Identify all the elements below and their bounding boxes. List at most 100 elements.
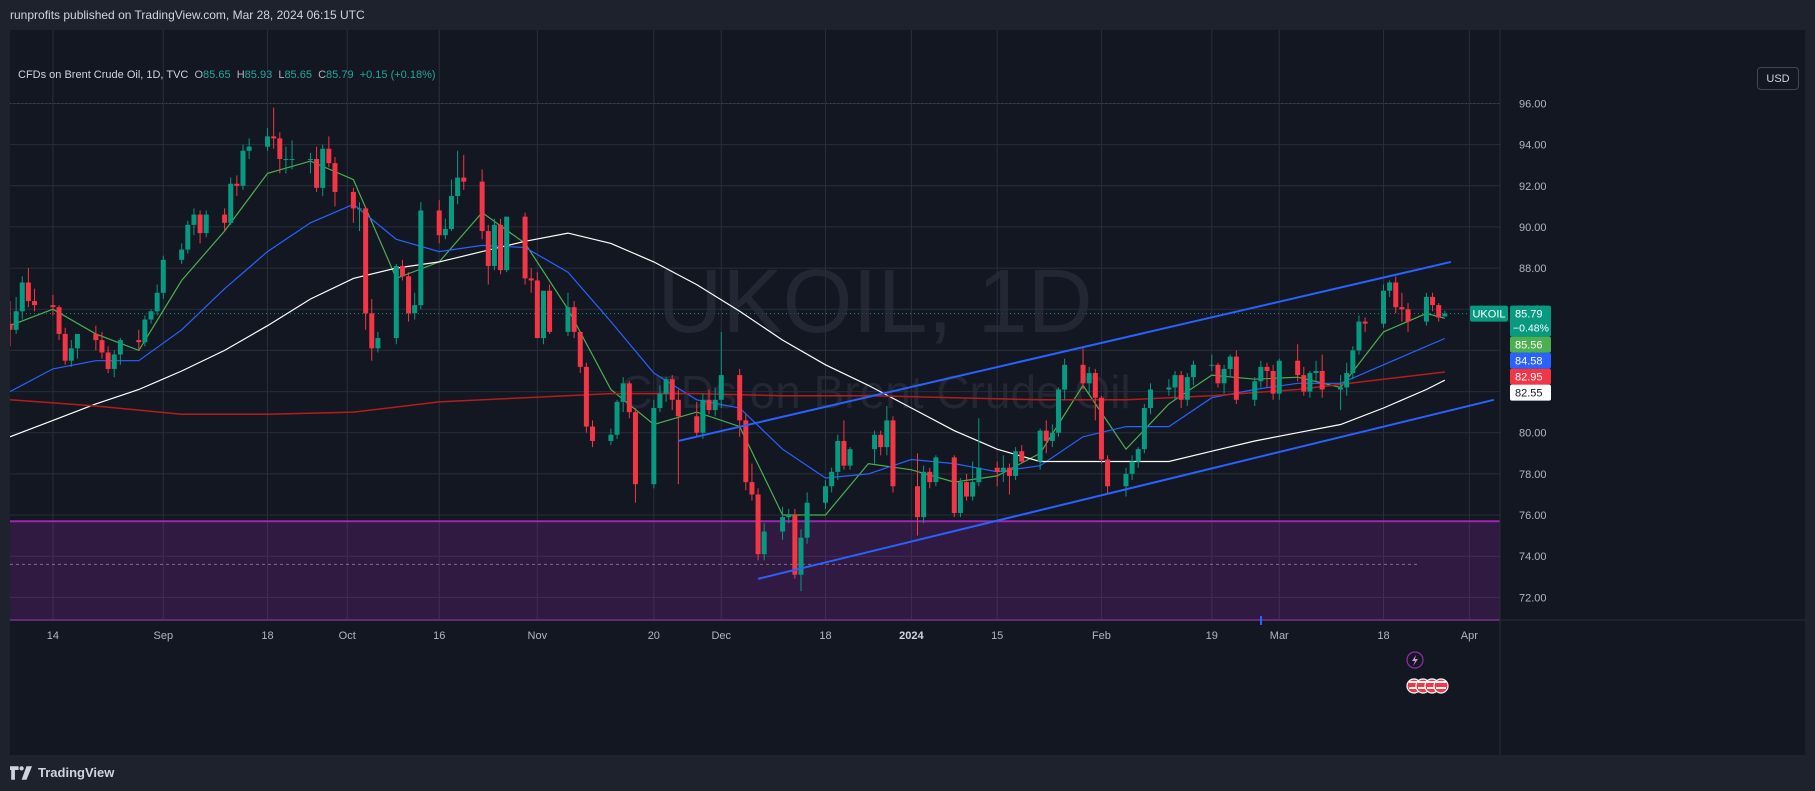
candle-down	[755, 488, 761, 561]
candle-body	[25, 282, 31, 302]
candle-body	[798, 537, 804, 575]
candle-up	[1013, 447, 1019, 481]
candle-up	[191, 208, 197, 236]
candle-up	[74, 333, 80, 359]
candle-body	[350, 191, 356, 209]
candle-up	[448, 179, 454, 232]
candle-down	[1270, 364, 1276, 400]
candle-down	[105, 346, 111, 374]
candle-down	[1405, 303, 1411, 332]
candle-up	[19, 276, 25, 320]
candle-down	[522, 212, 528, 285]
candle-body	[1319, 370, 1325, 390]
legend-high: 85.93	[244, 69, 273, 81]
candle-up	[933, 455, 939, 487]
currency-button[interactable]: USD	[1757, 67, 1799, 90]
candle-up	[1307, 370, 1313, 398]
candle-up	[1221, 364, 1227, 394]
candle-body	[528, 278, 534, 281]
candle-down	[222, 208, 228, 232]
candle-body	[283, 159, 289, 161]
candle-body	[74, 333, 80, 349]
candle-down	[547, 284, 553, 334]
badge-value: 82.55	[1515, 388, 1543, 400]
candle-down	[1178, 370, 1184, 409]
time-tick-label: 19	[1206, 630, 1218, 642]
candle-body	[577, 331, 583, 367]
candle-body	[951, 457, 957, 513]
legend-low-label: L	[278, 69, 285, 81]
trend-channel[interactable]	[678, 260, 1495, 580]
candle-body	[393, 266, 399, 339]
candle-body	[99, 340, 105, 353]
candle-up	[185, 220, 191, 254]
candle-body	[479, 181, 485, 232]
price-tick-label: 96.00	[1519, 98, 1547, 110]
candle-body	[712, 399, 718, 411]
candle-body	[136, 340, 142, 343]
candle-body	[1423, 296, 1429, 322]
candle-up	[651, 399, 657, 489]
tradingview-logo-icon	[10, 765, 32, 780]
time-tick-label: 18	[1377, 630, 1389, 642]
candle-up	[712, 387, 718, 417]
candle-up	[1056, 387, 1062, 437]
candle-body	[1049, 432, 1055, 441]
candle-body	[608, 434, 614, 441]
time-axis[interactable]: 14 Sep 18 Oct 16 Nov 20 Dec 18 2024 15 Feb 19 Mar 18 Ap…	[10, 619, 1805, 642]
candle-down	[326, 136, 332, 168]
candle-body	[743, 420, 749, 483]
candle-up	[111, 350, 117, 378]
legend-close-label: C	[318, 69, 327, 81]
candle-body	[1405, 309, 1411, 322]
candle-body	[320, 148, 326, 188]
legend-close: 85.79	[326, 69, 354, 81]
candle-up	[1190, 360, 1196, 386]
legend-low: 85.65	[284, 69, 312, 81]
candle-body	[326, 148, 332, 164]
candle-down	[99, 331, 105, 359]
candle-up	[418, 202, 424, 310]
ma-200-badge: 82.95	[1510, 368, 1551, 385]
candle-body	[498, 224, 504, 271]
price-chart[interactable]: UKOIL, 1D CFDs on Brent Crude Oil 72.00 7…	[10, 30, 1805, 755]
candle-down	[1319, 354, 1325, 398]
candle-body	[1080, 364, 1086, 384]
candle-up	[1062, 358, 1068, 400]
ticker-badge-label: UKOIL	[1472, 309, 1505, 321]
candle-body	[191, 214, 197, 225]
candle-down	[841, 420, 847, 470]
price-badge-change: −0.48%	[1513, 323, 1549, 335]
tradingview-brand[interactable]: TradingView	[10, 765, 114, 780]
candle-down	[1430, 292, 1436, 312]
candle-body	[737, 375, 743, 421]
watermark-description: CFDs on Brent Crude Oil	[619, 366, 1130, 418]
candle-up	[970, 461, 976, 501]
candle-down	[479, 169, 485, 240]
candle-down	[675, 389, 681, 485]
candle-down	[951, 455, 957, 518]
ticker-badge-bg	[1470, 305, 1508, 322]
candle-body	[56, 307, 62, 334]
candle-down	[914, 453, 920, 536]
candle-body	[829, 471, 835, 487]
candle-body	[1380, 290, 1386, 324]
candle-body	[1105, 459, 1111, 487]
candle-up	[375, 331, 381, 353]
brand-label: TradingView	[38, 765, 115, 780]
candle-body	[160, 259, 166, 293]
candle-body	[455, 177, 461, 197]
candle-down	[1301, 366, 1307, 396]
candle-body	[841, 440, 847, 466]
candle-down	[706, 389, 712, 415]
candle-body	[1227, 356, 1233, 369]
candle-body	[332, 163, 338, 192]
candle-up	[1423, 292, 1429, 326]
candle-up	[957, 478, 963, 518]
candle-body	[1350, 350, 1356, 374]
candle-down	[498, 218, 504, 275]
watermark-symbol: UKOIL, 1D	[657, 252, 1092, 352]
candle-up	[412, 292, 418, 320]
event-markers[interactable]	[1260, 616, 1449, 694]
candle-body	[1362, 321, 1368, 324]
